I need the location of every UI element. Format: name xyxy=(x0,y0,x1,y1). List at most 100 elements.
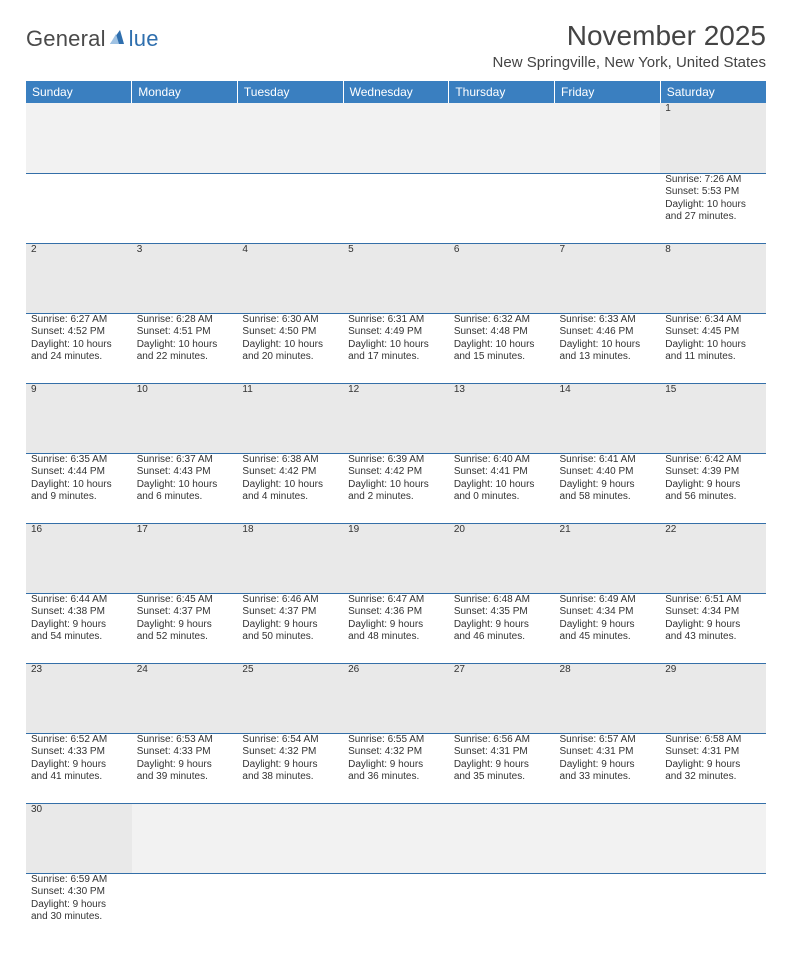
sunset-text: Sunset: 4:30 PM xyxy=(31,886,127,899)
daylight-text: Daylight: 10 hours xyxy=(348,479,444,492)
daylight-text: Daylight: 9 hours xyxy=(137,759,233,772)
day-cell: Sunrise: 6:58 AMSunset: 4:31 PMDaylight:… xyxy=(660,733,766,803)
daylight-text: Daylight: 10 hours xyxy=(242,479,338,492)
day-cell: Sunrise: 6:51 AMSunset: 4:34 PMDaylight:… xyxy=(660,593,766,663)
location: New Springville, New York, United States xyxy=(493,54,766,71)
daylight-text: Daylight: 9 hours xyxy=(665,619,761,632)
week-row: Sunrise: 6:27 AMSunset: 4:52 PMDaylight:… xyxy=(26,313,766,383)
sunset-text: Sunset: 4:50 PM xyxy=(242,326,338,339)
day-cell: Sunrise: 6:39 AMSunset: 4:42 PMDaylight:… xyxy=(343,453,449,523)
day-number: 7 xyxy=(555,243,661,313)
day-cell: Sunrise: 6:35 AMSunset: 4:44 PMDaylight:… xyxy=(26,453,132,523)
day-cell: Sunrise: 6:52 AMSunset: 4:33 PMDaylight:… xyxy=(26,733,132,803)
sunrise-text: Sunrise: 6:49 AM xyxy=(560,594,656,607)
sunrise-text: Sunrise: 6:47 AM xyxy=(348,594,444,607)
day-cell: Sunrise: 6:30 AMSunset: 4:50 PMDaylight:… xyxy=(237,313,343,383)
calendar-page: General lue November 2025 New Springvill… xyxy=(0,0,792,953)
daylight-text: Daylight: 10 hours xyxy=(348,339,444,352)
sunrise-text: Sunrise: 6:41 AM xyxy=(560,454,656,467)
daylight-text: and 4 minutes. xyxy=(242,491,338,504)
daylight-text: and 33 minutes. xyxy=(560,771,656,784)
day-cell: Sunrise: 6:41 AMSunset: 4:40 PMDaylight:… xyxy=(555,453,661,523)
daylight-text: and 2 minutes. xyxy=(348,491,444,504)
day-cell xyxy=(237,173,343,243)
daylight-text: Daylight: 9 hours xyxy=(454,619,550,632)
daylight-text: and 11 minutes. xyxy=(665,351,761,364)
day-cell: Sunrise: 6:31 AMSunset: 4:49 PMDaylight:… xyxy=(343,313,449,383)
sunset-text: Sunset: 4:32 PM xyxy=(242,746,338,759)
daylight-text: and 46 minutes. xyxy=(454,631,550,644)
calendar-table: Sunday Monday Tuesday Wednesday Thursday… xyxy=(26,81,766,943)
day-number: 22 xyxy=(660,523,766,593)
sunset-text: Sunset: 4:51 PM xyxy=(137,326,233,339)
daylight-text: and 6 minutes. xyxy=(137,491,233,504)
day-cell: Sunrise: 6:54 AMSunset: 4:32 PMDaylight:… xyxy=(237,733,343,803)
sunset-text: Sunset: 5:53 PM xyxy=(665,186,761,199)
day-number: 16 xyxy=(26,523,132,593)
sunset-text: Sunset: 4:46 PM xyxy=(560,326,656,339)
day-cell: Sunrise: 6:46 AMSunset: 4:37 PMDaylight:… xyxy=(237,593,343,663)
sunset-text: Sunset: 4:49 PM xyxy=(348,326,444,339)
day-number xyxy=(449,803,555,873)
daylight-text: Daylight: 9 hours xyxy=(31,899,127,912)
daylight-text: Daylight: 10 hours xyxy=(137,339,233,352)
sunset-text: Sunset: 4:40 PM xyxy=(560,466,656,479)
sunset-text: Sunset: 4:31 PM xyxy=(560,746,656,759)
sunrise-text: Sunrise: 6:33 AM xyxy=(560,314,656,327)
sunset-text: Sunset: 4:43 PM xyxy=(137,466,233,479)
col-saturday: Saturday xyxy=(660,81,766,103)
sunrise-text: Sunrise: 6:48 AM xyxy=(454,594,550,607)
day-number: 17 xyxy=(132,523,238,593)
day-cell xyxy=(449,873,555,943)
day-cell: Sunrise: 6:28 AMSunset: 4:51 PMDaylight:… xyxy=(132,313,238,383)
sunset-text: Sunset: 4:38 PM xyxy=(31,606,127,619)
day-number xyxy=(660,803,766,873)
day-number xyxy=(132,803,238,873)
daylight-text: and 15 minutes. xyxy=(454,351,550,364)
daylight-text: and 56 minutes. xyxy=(665,491,761,504)
day-number: 15 xyxy=(660,383,766,453)
col-thursday: Thursday xyxy=(449,81,555,103)
sunrise-text: Sunrise: 7:26 AM xyxy=(665,174,761,187)
daylight-text: Daylight: 9 hours xyxy=(348,759,444,772)
daylight-text: Daylight: 9 hours xyxy=(665,759,761,772)
daylight-text: Daylight: 9 hours xyxy=(454,759,550,772)
header: General lue November 2025 New Springvill… xyxy=(26,20,766,71)
col-friday: Friday xyxy=(555,81,661,103)
day-cell xyxy=(132,873,238,943)
weekday-header-row: Sunday Monday Tuesday Wednesday Thursday… xyxy=(26,81,766,103)
day-number xyxy=(343,803,449,873)
sunrise-text: Sunrise: 6:44 AM xyxy=(31,594,127,607)
logo-text-general: General xyxy=(26,26,106,52)
daylight-text: and 9 minutes. xyxy=(31,491,127,504)
sunset-text: Sunset: 4:32 PM xyxy=(348,746,444,759)
day-cell: Sunrise: 6:47 AMSunset: 4:36 PMDaylight:… xyxy=(343,593,449,663)
sunrise-text: Sunrise: 6:54 AM xyxy=(242,734,338,747)
daylight-text: Daylight: 9 hours xyxy=(560,619,656,632)
daylight-text: and 54 minutes. xyxy=(31,631,127,644)
sunrise-text: Sunrise: 6:35 AM xyxy=(31,454,127,467)
daylight-text: and 48 minutes. xyxy=(348,631,444,644)
day-number: 20 xyxy=(449,523,555,593)
day-cell: Sunrise: 6:48 AMSunset: 4:35 PMDaylight:… xyxy=(449,593,555,663)
sail-icon xyxy=(107,27,127,52)
day-number: 5 xyxy=(343,243,449,313)
day-number: 11 xyxy=(237,383,343,453)
day-number: 27 xyxy=(449,663,555,733)
daylight-text: Daylight: 10 hours xyxy=(137,479,233,492)
sunrise-text: Sunrise: 6:45 AM xyxy=(137,594,233,607)
sunrise-text: Sunrise: 6:57 AM xyxy=(560,734,656,747)
daylight-text: Daylight: 9 hours xyxy=(31,619,127,632)
sunset-text: Sunset: 4:37 PM xyxy=(242,606,338,619)
sunrise-text: Sunrise: 6:59 AM xyxy=(31,874,127,887)
day-cell: Sunrise: 6:56 AMSunset: 4:31 PMDaylight:… xyxy=(449,733,555,803)
daylight-text: and 43 minutes. xyxy=(665,631,761,644)
daylight-text: Daylight: 9 hours xyxy=(242,619,338,632)
day-cell xyxy=(132,173,238,243)
day-cell: Sunrise: 6:33 AMSunset: 4:46 PMDaylight:… xyxy=(555,313,661,383)
sunset-text: Sunset: 4:37 PM xyxy=(137,606,233,619)
daylight-text: Daylight: 9 hours xyxy=(242,759,338,772)
daylight-text: Daylight: 9 hours xyxy=(665,479,761,492)
day-number xyxy=(26,103,132,173)
sunrise-text: Sunrise: 6:28 AM xyxy=(137,314,233,327)
